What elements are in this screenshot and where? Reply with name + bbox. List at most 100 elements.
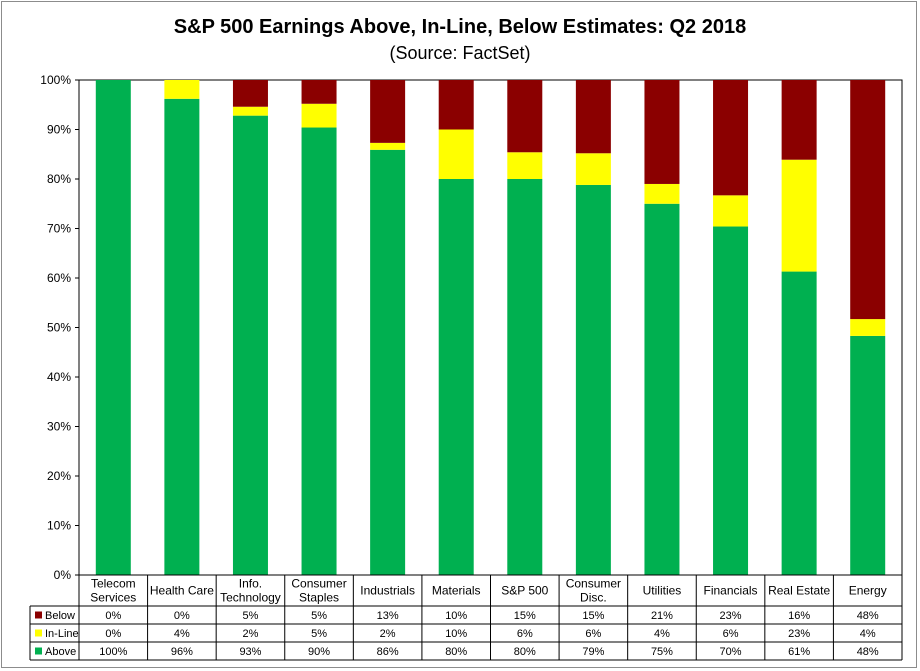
data-label-below: 48% [857, 610, 879, 622]
x-category-label: Financials [704, 584, 758, 598]
data-label-above: 80% [514, 646, 536, 658]
data-label-in-line: 23% [788, 628, 810, 640]
data-label-above: 100% [99, 646, 127, 658]
data-label-below: 15% [582, 610, 604, 622]
bar-below-8 [644, 80, 680, 184]
bar-in-line-8 [644, 183, 680, 204]
data-label-in-line: 6% [517, 628, 533, 640]
bar-in-line-2 [232, 106, 268, 116]
legend-label-in-line: In-Line [45, 628, 79, 640]
bar-in-line-10 [781, 159, 817, 272]
data-label-below: 13% [377, 610, 399, 622]
data-label-above: 86% [377, 646, 399, 658]
data-label-in-line: 4% [174, 628, 190, 640]
x-category-label: Consumer Staples [291, 577, 346, 605]
data-label-above: 61% [788, 646, 810, 658]
y-tick-label: 100% [40, 73, 71, 87]
data-label-above: 79% [582, 646, 604, 658]
data-label-above: 90% [308, 646, 330, 658]
y-tick-label: 50% [47, 321, 71, 335]
y-tick-label: 80% [47, 172, 71, 186]
bar-in-line-7 [575, 153, 611, 185]
bar-below-9 [713, 80, 749, 196]
bar-below-4 [370, 80, 406, 143]
data-label-above: 96% [171, 646, 193, 658]
data-label-in-line: 5% [311, 628, 327, 640]
data-label-in-line: 10% [445, 628, 467, 640]
bar-above-6 [507, 179, 543, 575]
data-label-above: 70% [720, 646, 742, 658]
legend-label-above: Above [45, 646, 76, 658]
y-tick-label: 0% [54, 568, 72, 582]
legend-swatch-above [35, 647, 42, 655]
bar-above-0 [95, 80, 131, 575]
y-tick-label: 90% [47, 123, 71, 137]
bar-above-9 [713, 226, 749, 575]
bar-above-4 [370, 149, 406, 576]
x-category-label: Utilities [643, 584, 682, 598]
data-label-in-line: 0% [105, 628, 121, 640]
bar-above-8 [644, 203, 680, 575]
legend-swatch-in-line [35, 629, 42, 637]
bar-above-10 [781, 271, 817, 575]
data-label-below: 16% [788, 610, 810, 622]
bar-above-7 [575, 184, 611, 575]
chart-title: S&P 500 Earnings Above, In-Line, Below E… [173, 16, 747, 38]
bar-below-6 [507, 80, 543, 153]
legend-swatch-below [35, 611, 42, 619]
data-label-above: 93% [239, 646, 261, 658]
data-label-below: 10% [445, 610, 467, 622]
bar-above-3 [301, 127, 337, 576]
x-category-label: Materials [432, 584, 481, 598]
bar-below-3 [301, 80, 337, 104]
data-label-in-line: 4% [654, 628, 670, 640]
data-label-in-line: 4% [860, 628, 876, 640]
data-label-below: 5% [311, 610, 327, 622]
data-label-in-line: 6% [723, 628, 739, 640]
data-label-below: 23% [720, 610, 742, 622]
bar-in-line-5 [438, 129, 474, 179]
bar-below-10 [781, 80, 817, 160]
x-category-label: Consumer Disc. [566, 577, 621, 605]
x-category-label: Info. Technology [220, 577, 281, 605]
y-tick-label: 30% [47, 420, 71, 434]
data-label-in-line: 6% [585, 628, 601, 640]
plot-area [78, 79, 903, 576]
bar-below-7 [575, 80, 611, 154]
bar-above-5 [438, 179, 474, 575]
data-label-above: 80% [445, 646, 467, 658]
x-category-label: Health Care [150, 584, 214, 598]
data-label-in-line: 2% [243, 628, 259, 640]
x-category-label: S&P 500 [501, 584, 548, 598]
bar-in-line-9 [713, 195, 749, 227]
y-tick-label: 10% [47, 519, 71, 533]
bar-below-2 [232, 80, 268, 107]
bar-in-line-1 [164, 80, 200, 99]
x-category-label: Telecom Services [90, 577, 136, 605]
y-tick-label: 20% [47, 469, 71, 483]
bar-in-line-4 [370, 142, 406, 150]
data-label-below: 21% [651, 610, 673, 622]
chart-subtitle: (Source: FactSet) [389, 43, 531, 63]
bar-in-line-11 [850, 319, 886, 336]
y-tick-label: 70% [47, 222, 71, 236]
bar-in-line-3 [301, 103, 337, 128]
data-label-below: 0% [174, 610, 190, 622]
bar-above-1 [164, 98, 200, 575]
x-category-label: Industrials [360, 584, 415, 598]
data-label-below: 0% [105, 610, 121, 622]
x-category-label: Energy [849, 584, 887, 598]
data-label-above: 75% [651, 646, 673, 658]
data-label-above: 48% [857, 646, 879, 658]
legend-label-below: Below [45, 610, 75, 622]
data-label-below: 15% [514, 610, 536, 622]
data-label-below: 5% [243, 610, 259, 622]
bar-below-5 [438, 80, 474, 130]
data-label-in-line: 2% [380, 628, 396, 640]
bar-above-2 [232, 115, 268, 575]
x-category-label: Real Estate [768, 584, 830, 598]
bar-in-line-6 [507, 152, 543, 179]
bar-above-11 [850, 335, 886, 575]
